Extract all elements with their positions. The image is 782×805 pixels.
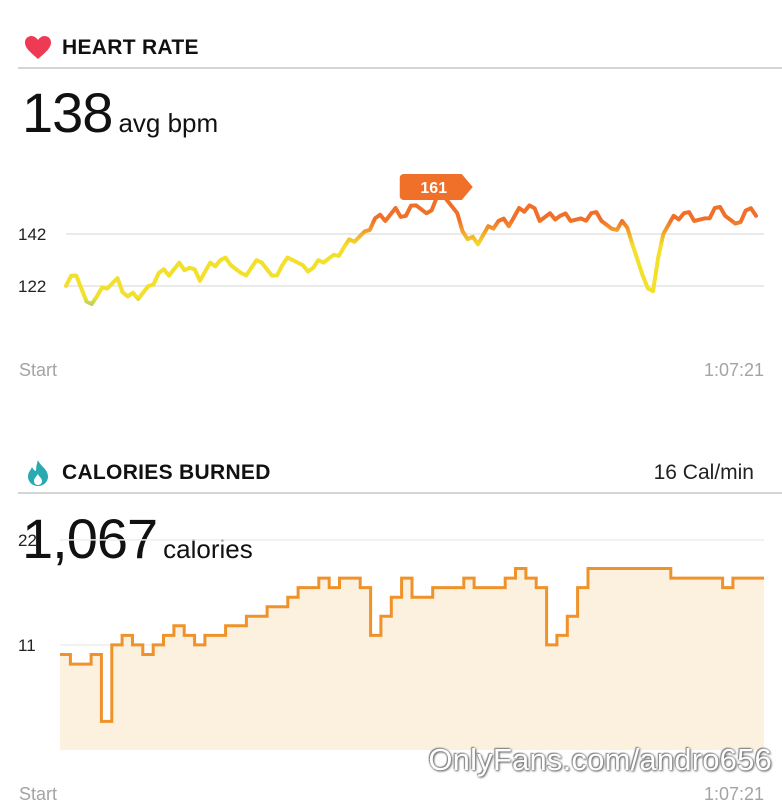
- heart-icon: [25, 36, 51, 59]
- calories-y-tick: 22: [18, 531, 37, 550]
- heart-rate-peak-flag: [399, 174, 473, 200]
- calories-line: [60, 567, 764, 723]
- heart-rate-unit: avg bpm: [118, 108, 219, 138]
- calories-title: CALORIES BURNED: [62, 461, 271, 484]
- calories-rate: 16 Cal/min: [653, 461, 754, 484]
- heart-rate-peak-label: 161: [420, 180, 447, 197]
- calories-header: CALORIES BURNED 16 Cal/min: [0, 459, 782, 495]
- heart-rate-divider: [18, 67, 782, 69]
- calories-chart: 11 22: [18, 531, 764, 750]
- heart-rate-y-tick: 142: [18, 225, 46, 244]
- heart-rate-line: [64, 191, 758, 306]
- calories-summary: 1,067 calories: [22, 506, 253, 571]
- calories-divider: [18, 492, 782, 494]
- heart-rate-title: HEART RATE: [62, 36, 199, 59]
- heart-rate-y-tick: 122: [18, 277, 46, 296]
- heart-rate-header: HEART RATE: [0, 34, 782, 70]
- calories-start-label: Start: [19, 784, 58, 804]
- calories-end-label: 1:07:21: [703, 784, 764, 804]
- calories-section: CALORIES BURNED 16 Cal/min 1,067 calories…: [0, 400, 782, 804]
- heart-rate-end-label: 1:07:21: [703, 360, 764, 380]
- calories-area-fill: [60, 568, 764, 750]
- heart-rate-value: 138: [22, 81, 113, 144]
- heart-rate-section: HEART RATE 138 avg bpm 122 142 161 Start 1:…: [0, 0, 782, 400]
- watermark-text: OnlyFans.com/andro656: [428, 742, 772, 777]
- flame-icon: [28, 460, 48, 486]
- heart-rate-chart: 122 142 161: [18, 174, 764, 306]
- heart-rate-peak-badge: 161: [399, 174, 473, 200]
- calories-unit: calories: [163, 534, 253, 564]
- calories-y-tick: 11: [18, 636, 36, 655]
- calories-value: 1,067: [22, 507, 158, 570]
- heart-rate-summary: 138 avg bpm: [22, 80, 218, 145]
- heart-rate-start-label: Start: [19, 360, 58, 380]
